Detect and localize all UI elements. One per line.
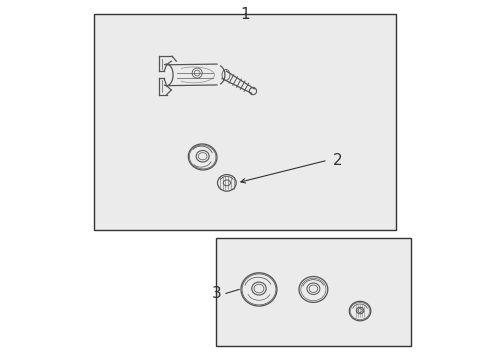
Bar <box>94 14 396 230</box>
Text: 2: 2 <box>333 153 343 168</box>
Bar <box>216 238 411 346</box>
Text: 3: 3 <box>212 286 221 301</box>
Text: 1: 1 <box>240 7 250 22</box>
